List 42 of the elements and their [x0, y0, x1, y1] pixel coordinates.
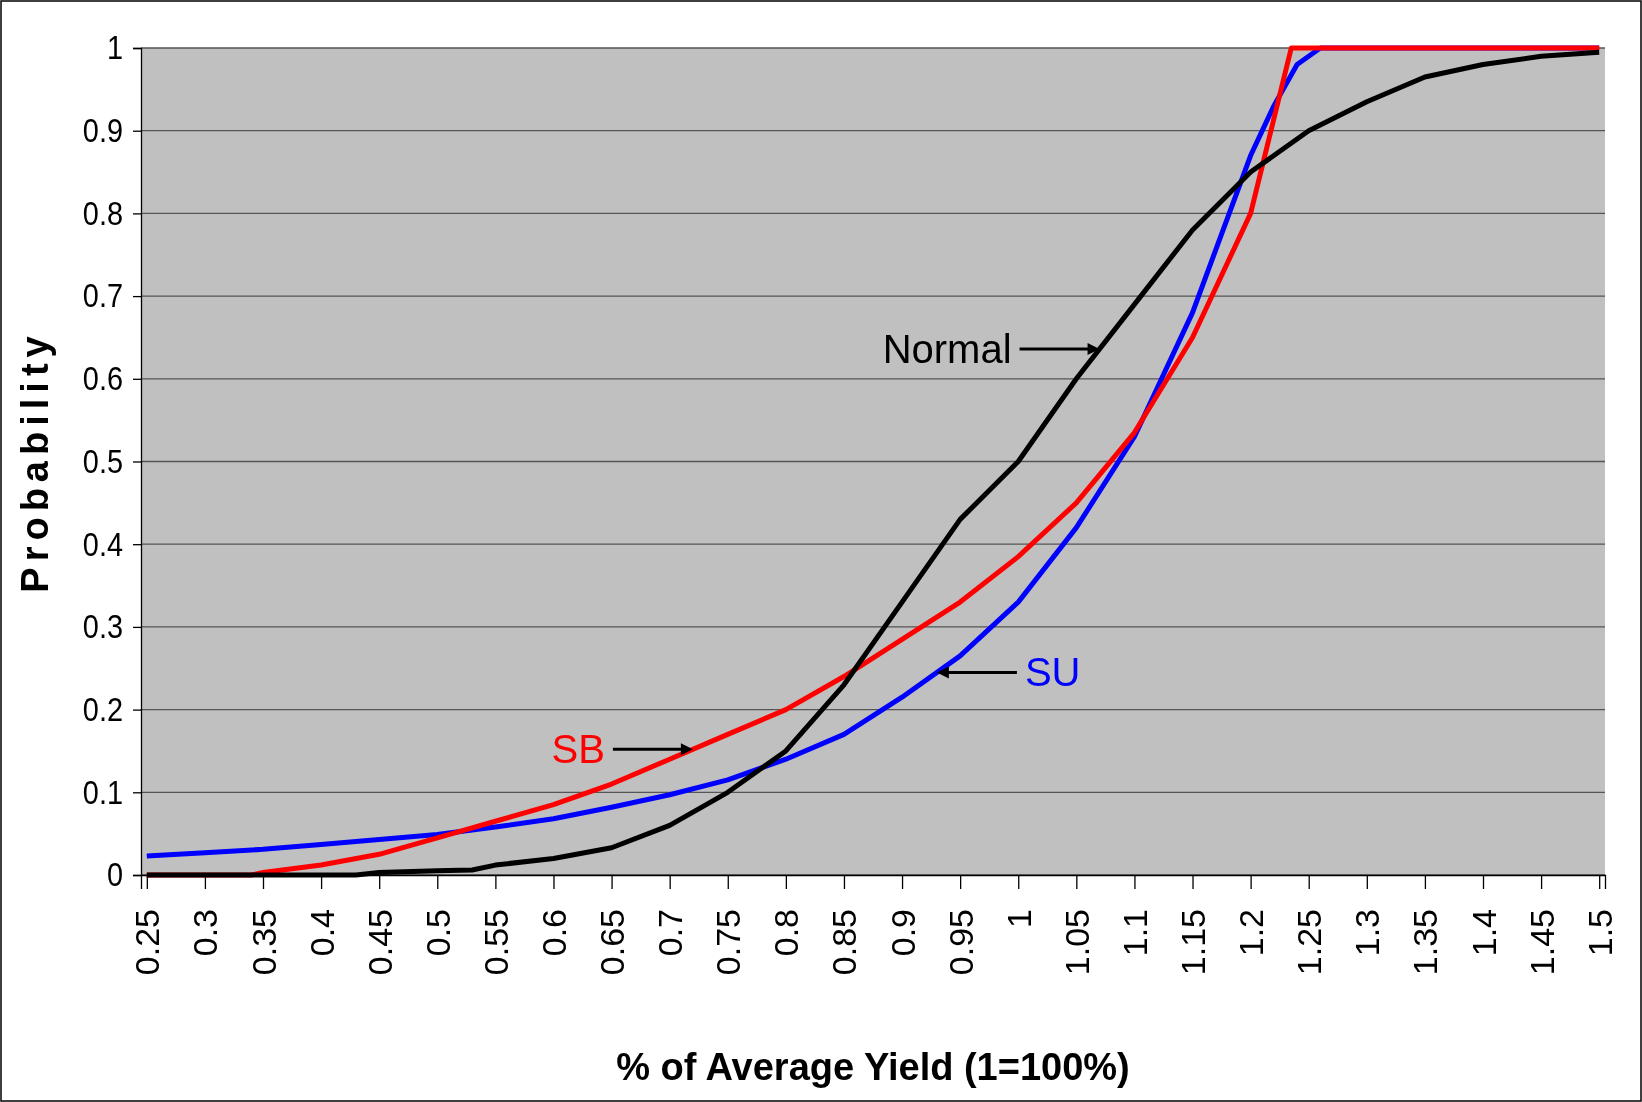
x-tick-label: 1.3: [1348, 909, 1387, 957]
annotation: SU: [1024, 650, 1081, 695]
x-tick-label: 1.5: [1580, 909, 1619, 957]
x-tick-label: 0.4: [302, 909, 341, 957]
y-tick-label: 0.4: [82, 524, 123, 564]
y-tick-label: 0.1: [82, 772, 123, 812]
x-tick-label: 0.75: [709, 909, 748, 976]
x-tick-label: 1.25: [1290, 909, 1329, 976]
x-tick-label: 1.35: [1406, 909, 1445, 976]
x-tick-label: 1.05: [1057, 909, 1096, 976]
y-tick-label: 1: [106, 28, 123, 67]
x-tick-label: 0.5: [418, 909, 457, 957]
x-tick-label: 1.2: [1232, 909, 1271, 957]
y-tick-label: 0.8: [82, 193, 123, 233]
y-tick-label: 0: [106, 855, 123, 894]
annotation: Normal: [882, 327, 1012, 372]
x-tick-label: 0.25: [128, 909, 167, 976]
y-axis-title: Probability: [14, 330, 56, 593]
x-tick-label: 0.6: [534, 909, 573, 957]
x-tick-label: 0.7: [651, 909, 690, 957]
x-tick-label: 0.55: [476, 909, 515, 976]
y-tick-label: 0.5: [82, 441, 123, 481]
x-tick-label: 0.45: [360, 909, 399, 976]
x-tick-label: 0.3: [186, 909, 225, 957]
x-tick-label: 1.1: [1115, 909, 1154, 957]
y-tick-label: 0.6: [82, 358, 123, 398]
x-tick-label: 0.8: [767, 909, 806, 957]
x-tick-label: 1.15: [1174, 909, 1213, 976]
x-tick-label: 0.9: [883, 909, 922, 957]
annotation: SB: [551, 727, 605, 772]
x-tick-label: 0.95: [941, 909, 980, 976]
x-tick-label: 1: [999, 909, 1038, 928]
x-tick-label: 0.85: [825, 909, 864, 976]
y-tick-label: 0.2: [82, 689, 123, 729]
y-tick-label: 0.9: [82, 110, 123, 150]
y-tick-label: 0.3: [82, 607, 123, 646]
y-tick-label: 0.7: [82, 276, 123, 316]
x-tick-label: 0.35: [244, 909, 283, 976]
x-tick-label: 0.65: [593, 909, 632, 976]
x-tick-label: 1.4: [1464, 909, 1503, 957]
x-axis-title: % of Average Yield (1=100%): [616, 1046, 1130, 1088]
x-tick-label: 1.45: [1522, 909, 1561, 976]
